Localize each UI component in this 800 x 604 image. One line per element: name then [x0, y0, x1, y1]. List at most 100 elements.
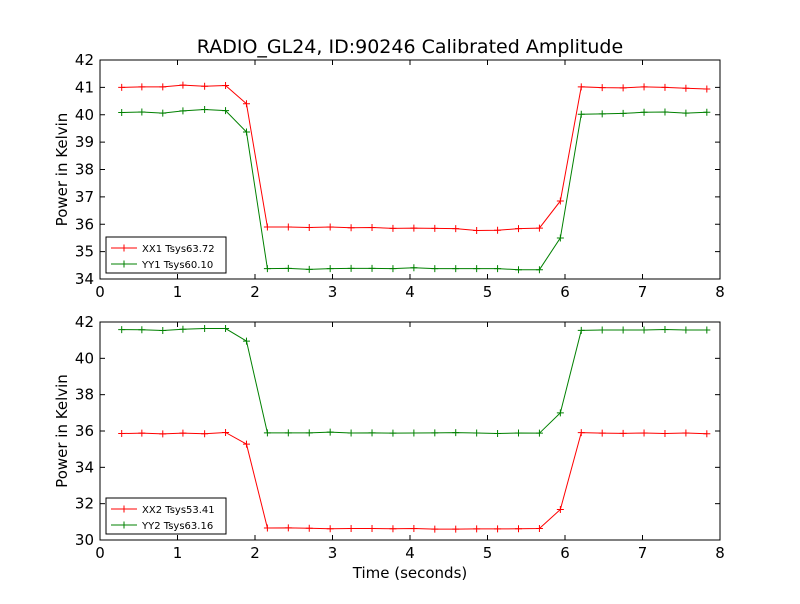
y-tick-label: 30: [75, 531, 94, 549]
data-point: [556, 505, 564, 513]
data-point: [473, 265, 481, 273]
data-point: [598, 110, 606, 118]
x-tick-label: 3: [328, 283, 338, 301]
data-point: [619, 326, 627, 334]
data-point: [535, 429, 543, 437]
data-point: [242, 128, 250, 136]
x-tick-label: 5: [483, 544, 493, 562]
data-point: [179, 429, 187, 437]
x-tick-label: 4: [405, 283, 415, 301]
y-tick-label: 32: [75, 495, 94, 513]
data-point: [703, 108, 711, 116]
data-point: [535, 266, 543, 274]
data-point: [118, 430, 126, 438]
x-tick-label: 6: [560, 544, 570, 562]
legend-box: [105, 236, 227, 274]
data-point: [515, 525, 522, 533]
data-point: [640, 326, 648, 334]
x-tick-label: 1: [173, 283, 183, 301]
data-point: [159, 109, 167, 117]
data-point: [556, 197, 564, 205]
data-point: [222, 325, 230, 333]
data-point: [452, 225, 460, 233]
data-point: [577, 83, 585, 91]
data-point: [138, 429, 146, 437]
data-point: [473, 429, 481, 437]
data-point: [619, 429, 627, 437]
data-point: [284, 429, 292, 437]
data-point: [179, 107, 187, 115]
data-point: [598, 84, 606, 92]
data-point: [515, 429, 522, 437]
data-point: [138, 83, 146, 91]
y-tick-label: 38: [75, 161, 94, 179]
data-point: [556, 234, 564, 242]
legend: XX2 Tsys53.41 YY2 Tsys63.16: [105, 497, 227, 535]
legend-label: XX2 Tsys53.41: [142, 505, 215, 516]
data-point: [201, 82, 209, 90]
data-point: [389, 265, 397, 273]
y-tick-label: 39: [75, 133, 94, 151]
data-point: [118, 326, 126, 334]
data-point: [389, 224, 397, 232]
data-point: [640, 83, 648, 91]
y-axis-label: Power in Kelvin: [53, 374, 71, 488]
data-point: [201, 325, 209, 333]
y-tick-label: 42: [75, 51, 94, 69]
data-point: [515, 266, 522, 274]
y-tick-label: 36: [75, 215, 94, 233]
x-tick-label: 2: [250, 544, 260, 562]
data-point: [410, 429, 418, 437]
data-point: [305, 429, 313, 437]
data-point: [577, 326, 585, 334]
x-tick-label: 3: [328, 544, 338, 562]
data-point: [138, 326, 146, 334]
data-point: [473, 227, 481, 235]
y-tick-label: 42: [75, 313, 94, 331]
data-point: [326, 265, 334, 273]
data-point: [661, 430, 669, 438]
data-point: [619, 109, 627, 117]
data-point: [431, 265, 439, 273]
data-point: [452, 525, 460, 533]
data-point: [431, 525, 439, 533]
data-point: [326, 223, 334, 231]
series-2: [118, 325, 711, 438]
y-tick-label: 37: [75, 188, 94, 206]
data-point: [535, 224, 543, 232]
data-point: [682, 109, 690, 117]
data-point: [222, 81, 230, 89]
y-tick-label: 34: [75, 270, 94, 288]
data-point: [640, 429, 648, 437]
legend-marker: [120, 260, 128, 268]
data-point: [473, 525, 481, 533]
data-point: [347, 525, 355, 533]
data-point: [242, 337, 250, 345]
data-point: [159, 327, 167, 335]
x-axis-label: Time (seconds): [352, 564, 468, 582]
y-tick-label: 34: [75, 458, 94, 476]
x-tick-label: 1: [173, 544, 183, 562]
legend-marker: [120, 521, 128, 529]
data-point: [368, 224, 376, 232]
legend-label: XX1 Tsys63.72: [142, 244, 215, 255]
data-point: [305, 524, 313, 532]
data-point: [201, 106, 209, 114]
legend-box: [105, 497, 227, 535]
y-tick-label: 40: [75, 106, 94, 124]
y-tick-label: 38: [75, 386, 94, 404]
data-point: [242, 100, 250, 108]
data-point: [389, 525, 397, 533]
data-point: [494, 430, 502, 438]
data-point: [326, 525, 334, 533]
data-point: [556, 409, 564, 417]
data-point: [222, 428, 230, 436]
data-point: [368, 525, 376, 533]
x-tick-label: 7: [638, 544, 648, 562]
data-point: [431, 429, 439, 437]
x-tick-label: 2: [250, 283, 260, 301]
